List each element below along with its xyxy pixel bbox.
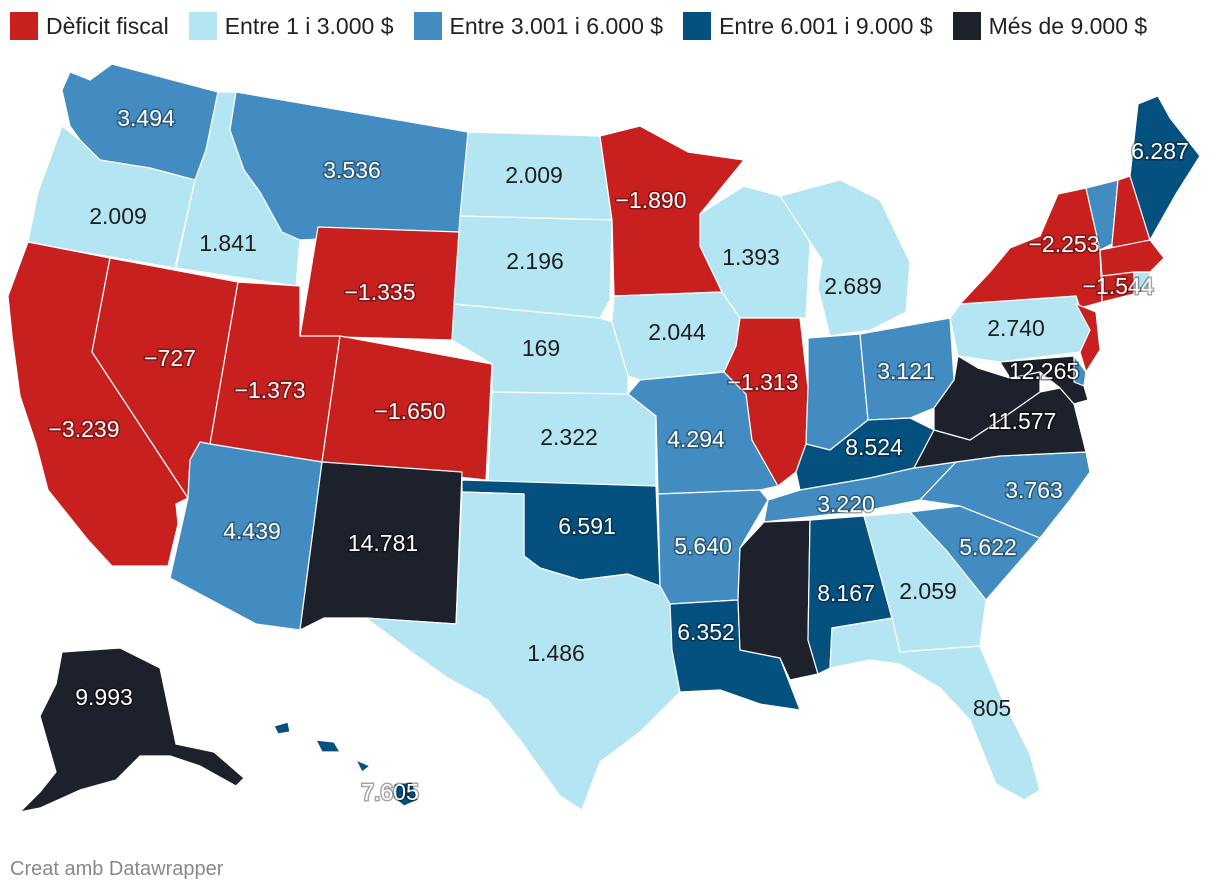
legend-label-3001-6000: Entre 3.001 i 6.000 $	[449, 12, 664, 39]
state-ma[interactable]	[1099, 239, 1165, 277]
label-fl: 805	[973, 695, 1011, 721]
legend-item-over-9000: Més de 9.000 $	[952, 12, 1148, 40]
state-ak[interactable]	[19, 647, 245, 813]
label-tx: 1.486	[527, 640, 585, 666]
label-oh: 3.121	[877, 358, 935, 384]
datawrapper-credit: Creat amb Datawrapper	[10, 858, 224, 880]
label-ak: 9.993	[75, 684, 133, 710]
label-wa: 3.494	[117, 105, 175, 131]
us-map: 3.494 2.009 −3.239 1.841 −727 3.536 −1.3…	[7, 63, 1201, 813]
label-nv: −727	[144, 345, 196, 371]
label-ne: 169	[522, 335, 560, 361]
legend-swatch-deficit	[10, 12, 38, 40]
label-id: 1.841	[199, 230, 257, 256]
legend-label-over-9000: Més de 9.000 $	[988, 12, 1148, 39]
legend-item-3001-6000: Entre 3.001 i 6.000 $	[413, 12, 664, 40]
legend-item-1-3000: Entre 1 i 3.000 $	[188, 12, 394, 40]
label-md: 12.265	[1009, 358, 1079, 384]
legend-item-deficit: Dèficit fiscal	[10, 12, 169, 40]
label-ny: −2.253	[1029, 231, 1100, 257]
label-ma: −1.544	[1083, 273, 1154, 299]
label-mt: 3.536	[323, 157, 381, 183]
label-la: 6.352	[677, 619, 735, 645]
label-ks: 2.322	[540, 424, 598, 450]
label-mo: 4.294	[667, 426, 725, 452]
legend-label-deficit: Dèficit fiscal	[46, 12, 169, 39]
label-al: 8.167	[817, 580, 875, 606]
legend: Dèficit fiscal Entre 1 i 3.000 $ Entre 3…	[10, 8, 1167, 44]
legend-swatch-3001-6000	[413, 12, 442, 40]
state-ks[interactable]	[487, 391, 657, 487]
legend-label-1-3000: Entre 1 i 3.000 $	[224, 12, 394, 39]
label-co: −1.650	[375, 398, 446, 424]
label-tn: 3.220	[817, 491, 875, 517]
label-ok: 6.591	[558, 513, 616, 539]
label-me: 6.287	[1131, 138, 1189, 164]
state-wi[interactable]	[699, 185, 811, 319]
label-il: −1.313	[728, 369, 799, 395]
label-nc: 3.763	[1005, 477, 1063, 503]
label-ky: 8.524	[845, 434, 903, 460]
label-ar: 5.640	[674, 533, 732, 559]
state-md[interactable]	[999, 355, 1089, 405]
legend-swatch-6001-9000	[683, 12, 712, 40]
state-fl[interactable]	[829, 617, 1041, 801]
label-nm: 14.781	[348, 530, 418, 556]
label-wy: −1.335	[345, 279, 416, 305]
state-co[interactable]	[321, 335, 493, 481]
label-ia: 2.044	[648, 319, 706, 345]
state-hi[interactable]	[273, 721, 419, 807]
label-sc: 5.622	[959, 534, 1017, 560]
state-tx[interactable]	[365, 491, 681, 811]
label-az: 4.439	[223, 518, 281, 544]
label-wi: 1.393	[722, 244, 780, 270]
state-ri[interactable]	[1133, 271, 1151, 295]
label-sd: 2.196	[506, 248, 564, 274]
label-ut: −1.373	[235, 377, 306, 403]
label-nd: 2.009	[505, 162, 563, 188]
state-mi[interactable]	[779, 179, 911, 337]
state-sd[interactable]	[453, 215, 613, 319]
label-va: 11.577	[988, 408, 1057, 434]
label-mn: −1.890	[616, 187, 687, 213]
label-hi: 7.605	[361, 779, 419, 805]
state-me[interactable]	[1129, 95, 1201, 241]
label-ca: −3.239	[49, 416, 120, 442]
legend-item-6001-9000: Entre 6.001 i 9.000 $	[683, 12, 933, 40]
legend-swatch-over-9000	[952, 12, 981, 40]
state-il[interactable]	[723, 317, 809, 487]
label-or: 2.009	[89, 203, 147, 229]
label-pa: 2.740	[987, 315, 1045, 341]
legend-label-6001-9000: Entre 6.001 i 9.000 $	[719, 12, 933, 39]
legend-swatch-1-3000	[188, 12, 217, 40]
label-ga: 2.059	[899, 578, 957, 604]
label-mi: 2.689	[824, 273, 882, 299]
